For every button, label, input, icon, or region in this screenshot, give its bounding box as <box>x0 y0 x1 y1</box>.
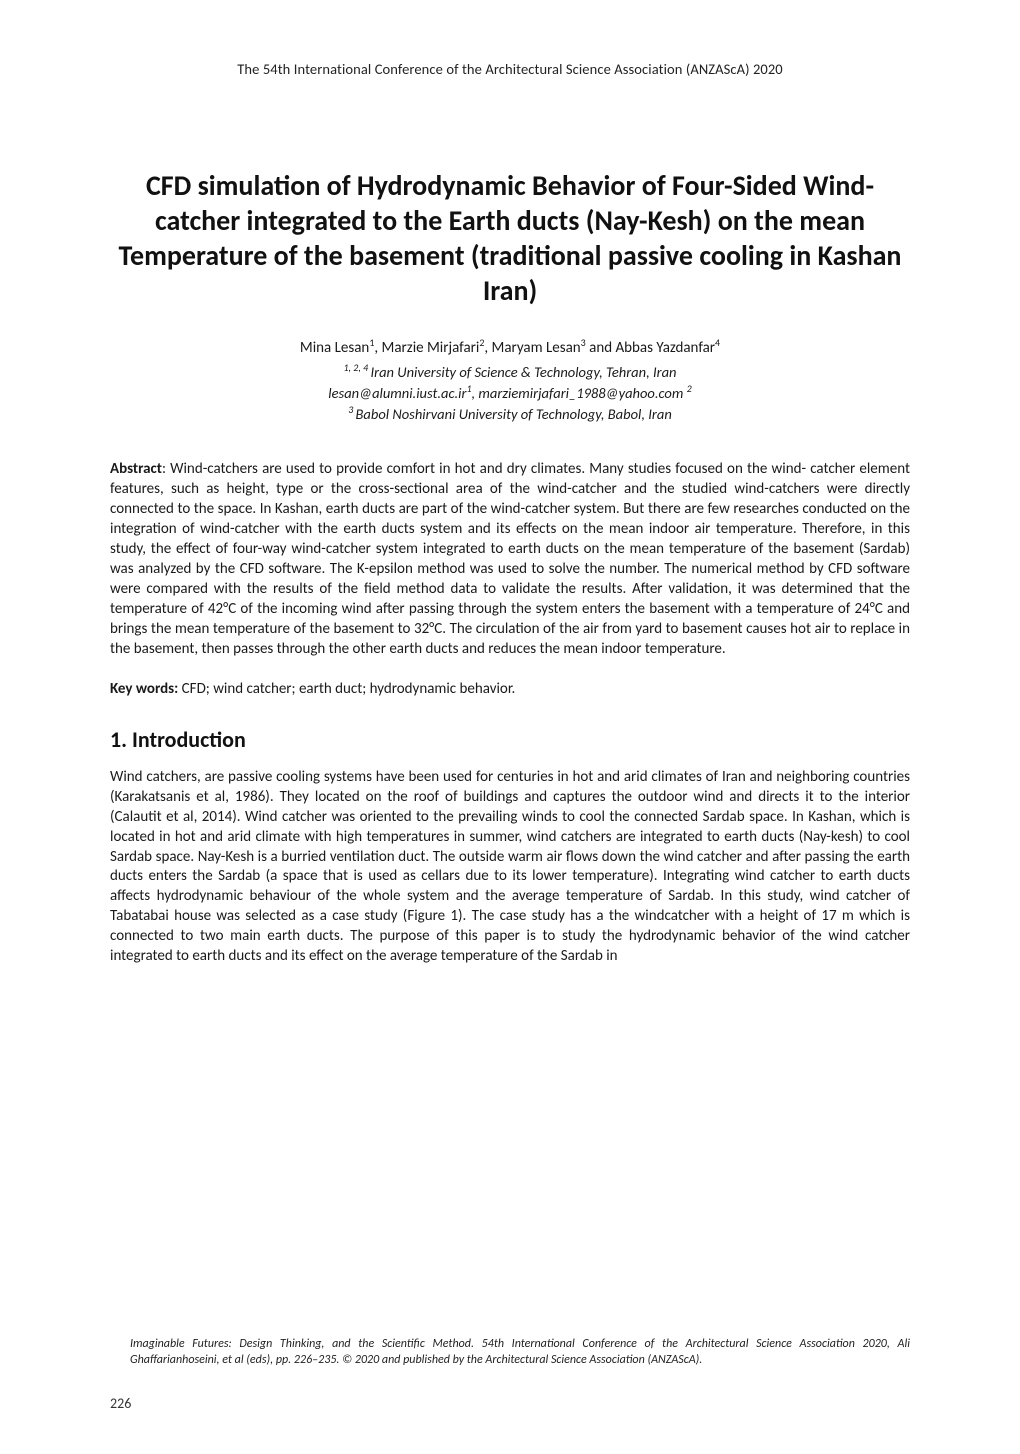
keywords-label: Key words: <box>110 680 178 698</box>
page-number: 226 <box>110 1395 131 1412</box>
affil-sup: 1, 2, 4 <box>343 361 370 374</box>
author-name: and Abbas Yazdanfar <box>586 339 715 357</box>
affiliation-line: 3 Babol Noshirvani University of Technol… <box>110 403 910 424</box>
running-header: The 54th International Conference of the… <box>110 60 910 78</box>
affil-sup: 3 <box>348 403 355 416</box>
author-name: , Maryam Lesan <box>484 339 580 357</box>
abstract-label: Abstract <box>110 460 162 478</box>
email: lesan@alumni.iust.ac.ir <box>328 384 466 402</box>
email: , marziemirjafari_1988@yahoo.com <box>472 384 687 402</box>
keywords-text: CFD; wind catcher; earth duct; hydrodyna… <box>178 680 515 698</box>
author-name: , Marzie Mirjafari <box>374 339 479 357</box>
email-sup: 2 <box>687 382 692 395</box>
author-block: Mina Lesan1, Marzie Mirjafari2, Maryam L… <box>110 336 910 424</box>
keywords: Key words: CFD; wind catcher; earth duct… <box>110 680 910 698</box>
affiliation: Babol Noshirvani University of Technolog… <box>356 405 672 423</box>
section-heading-introduction: 1. Introduction <box>110 726 910 753</box>
author-name: Mina Lesan <box>300 339 369 357</box>
section-body-introduction: Wind catchers, are passive cooling syste… <box>110 768 910 967</box>
affiliation-line: 1, 2, 4 Iran University of Science & Tec… <box>110 361 910 382</box>
paper-title: CFD simulation of Hydrodynamic Behavior … <box>110 168 910 308</box>
conference-footer-note: Imaginable Futures: Design Thinking, and… <box>130 1336 910 1368</box>
affiliation: Iran University of Science & Technology,… <box>370 363 676 381</box>
emails-line: lesan@alumni.iust.ac.ir1, marziemirjafar… <box>110 382 910 403</box>
abstract-text: : Wind-catchers are used to provide comf… <box>110 460 910 657</box>
author-sup: 4 <box>715 336 720 349</box>
abstract: Abstract: Wind-catchers are used to prov… <box>110 460 910 659</box>
author-names: Mina Lesan1, Marzie Mirjafari2, Maryam L… <box>110 336 910 359</box>
